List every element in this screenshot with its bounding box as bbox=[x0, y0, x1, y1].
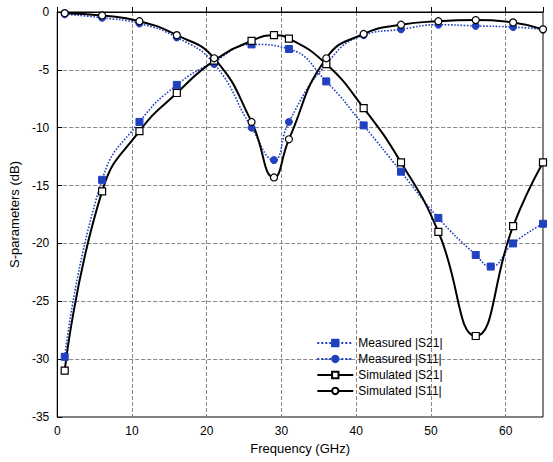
svg-text:40: 40 bbox=[349, 424, 363, 438]
svg-text:0: 0 bbox=[43, 5, 50, 19]
svg-text:-15: -15 bbox=[32, 179, 50, 193]
svg-text:-20: -20 bbox=[32, 236, 50, 250]
svg-text:30: 30 bbox=[275, 424, 289, 438]
svg-text:-35: -35 bbox=[32, 410, 50, 424]
svg-text:60: 60 bbox=[499, 424, 513, 438]
svg-text:50: 50 bbox=[424, 424, 438, 438]
svg-text:20: 20 bbox=[200, 424, 214, 438]
svg-text:Measured |S11|: Measured |S11| bbox=[358, 352, 441, 366]
svg-text:-30: -30 bbox=[32, 352, 50, 366]
svg-text:10: 10 bbox=[125, 424, 139, 438]
svg-text:S-parameters (dB): S-parameters (dB) bbox=[7, 161, 22, 268]
svg-text:-10: -10 bbox=[32, 121, 50, 135]
svg-text:Frequency (GHz): Frequency (GHz) bbox=[250, 441, 350, 456]
svg-text:Measured |S21|: Measured |S21| bbox=[358, 336, 442, 350]
svg-text:-25: -25 bbox=[32, 294, 50, 308]
svg-text:0: 0 bbox=[54, 424, 61, 438]
svg-text:Simulated |S21|: Simulated |S21| bbox=[358, 368, 442, 382]
svg-text:-5: -5 bbox=[39, 63, 50, 77]
svg-text:Simulated |S11|: Simulated |S11| bbox=[358, 384, 441, 398]
